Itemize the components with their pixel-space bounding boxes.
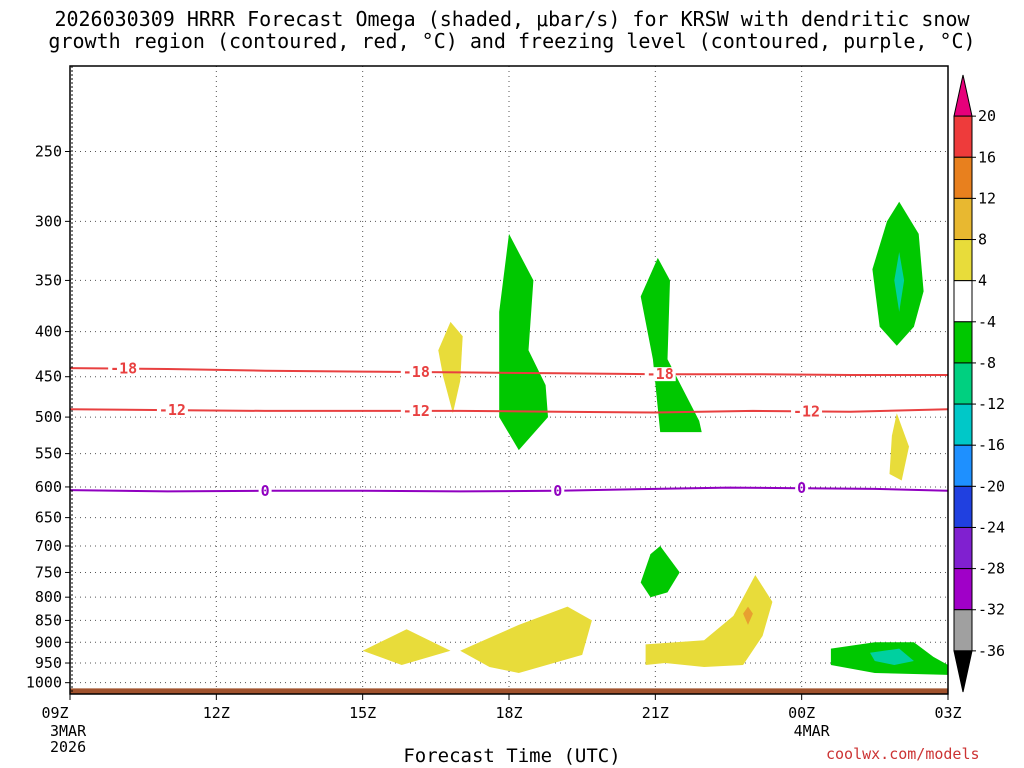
y-tick-label: 900 [35, 633, 62, 651]
colorbar-segment [953, 239, 973, 282]
contour-label-bg [258, 483, 272, 498]
y-tick-label: 800 [35, 588, 62, 606]
x-tick-label: 00Z [788, 704, 815, 722]
x-tick-date: 3MAR [50, 722, 87, 740]
omega-region-8 [460, 606, 592, 673]
contour-label-bg [644, 367, 676, 382]
y-tick-label: 650 [35, 509, 62, 527]
colorbar-label: -24 [978, 518, 1005, 536]
y-tick-label: 950 [35, 654, 62, 672]
colorbar-segment [953, 568, 973, 611]
colorbar-label: -28 [978, 560, 1005, 578]
colorbar-label: 12 [978, 189, 996, 207]
colorbar-arrow-bottom [953, 650, 973, 693]
colorbar-label: -16 [978, 436, 1005, 454]
contour-label: -12 [403, 402, 430, 420]
x-tick-label: 12Z [203, 704, 230, 722]
colorbar-segment [953, 444, 973, 487]
contour-label: -12 [159, 401, 186, 419]
contour-label-bg [400, 403, 432, 418]
colorbar-label: 4 [978, 272, 987, 290]
colorbar-segment [953, 485, 973, 528]
title-line-2: growth region (contoured, red, °C) and f… [48, 29, 976, 53]
contour-line-2 [69, 486, 949, 493]
contour-label-bg [791, 404, 823, 419]
x-axis-label: Forecast Time (UTC) [403, 745, 621, 767]
omega-region-2 [640, 257, 702, 433]
contour-label-bg [551, 483, 565, 498]
contour-label: -18 [403, 363, 430, 381]
colorbar-segment [953, 280, 973, 323]
x-tick-label: 09Z [41, 704, 68, 722]
x-tick-label: 21Z [642, 704, 669, 722]
colorbar-label: -12 [978, 395, 1005, 413]
y-tick-label: 550 [35, 445, 62, 463]
omega-region-6 [640, 546, 680, 598]
colorbar-segment [953, 362, 973, 405]
omega-region-1 [499, 233, 548, 451]
colorbar-label: -20 [978, 477, 1005, 495]
colorbar-segment [953, 403, 973, 446]
contour-label: -18 [647, 365, 674, 383]
contour-label: 0 [261, 482, 270, 500]
colorbar-segment [953, 526, 973, 570]
x-tick-label: 18Z [495, 704, 522, 722]
omega-region-4 [894, 252, 905, 312]
omega-region-7 [362, 629, 451, 665]
colorbar-label: -32 [978, 601, 1005, 619]
contour-label-bg [156, 403, 188, 418]
credit-text: coolwx.com/models [826, 745, 980, 763]
y-tick-label: 750 [35, 563, 62, 581]
contour-label: -18 [110, 360, 137, 378]
colorbar-label: -36 [978, 642, 1005, 660]
omega-region-12 [870, 648, 914, 665]
colorbar-segment [953, 321, 973, 364]
y-tick-label: 250 [35, 142, 62, 160]
x-tick-year: 2026 [50, 738, 86, 756]
colorbar-segment [953, 197, 973, 241]
contour-line-0 [69, 367, 948, 376]
colorbar-label: 8 [978, 231, 987, 249]
y-tick-label: 400 [35, 323, 62, 341]
colorbar-label: -4 [978, 313, 996, 331]
y-tick-label: 300 [35, 212, 62, 230]
contour-label-bg [795, 481, 809, 496]
colorbar-label: 16 [978, 148, 996, 166]
colorbar-segment [953, 115, 973, 158]
omega-region-5 [889, 413, 909, 481]
y-tick-label: 450 [35, 368, 62, 386]
contour-label: 0 [553, 482, 562, 500]
colorbar-label: -8 [978, 354, 996, 372]
y-tick-label: 500 [35, 408, 62, 426]
contour-label-bg [400, 365, 432, 380]
x-tick-label: 15Z [349, 704, 376, 722]
x-tick-label: 03Z [934, 704, 961, 722]
colorbar-segment [953, 609, 973, 652]
contour-label-bg [108, 361, 140, 376]
y-tick-label: 700 [35, 537, 62, 555]
omega-region-0 [438, 321, 463, 414]
y-tick-label: 1000 [26, 674, 62, 692]
omega-region-10 [743, 606, 753, 625]
y-tick-label: 350 [35, 271, 62, 289]
surface-band [70, 688, 948, 694]
chart-title: 2026030309 HRRR Forecast Omega (shaded, … [0, 8, 1024, 52]
colorbar-label: 20 [978, 107, 996, 125]
x-tick-date: 4MAR [794, 722, 831, 740]
contour-label: 0 [797, 479, 806, 497]
omega-region-9 [645, 575, 773, 667]
contour-label: -12 [793, 402, 820, 420]
y-tick-label: 600 [35, 478, 62, 496]
y-tick-label: 850 [35, 611, 62, 629]
colorbar-arrow-top [953, 74, 973, 117]
colorbar-segment [953, 156, 973, 199]
title-line-1: 2026030309 HRRR Forecast Omega (shaded, … [54, 7, 970, 31]
